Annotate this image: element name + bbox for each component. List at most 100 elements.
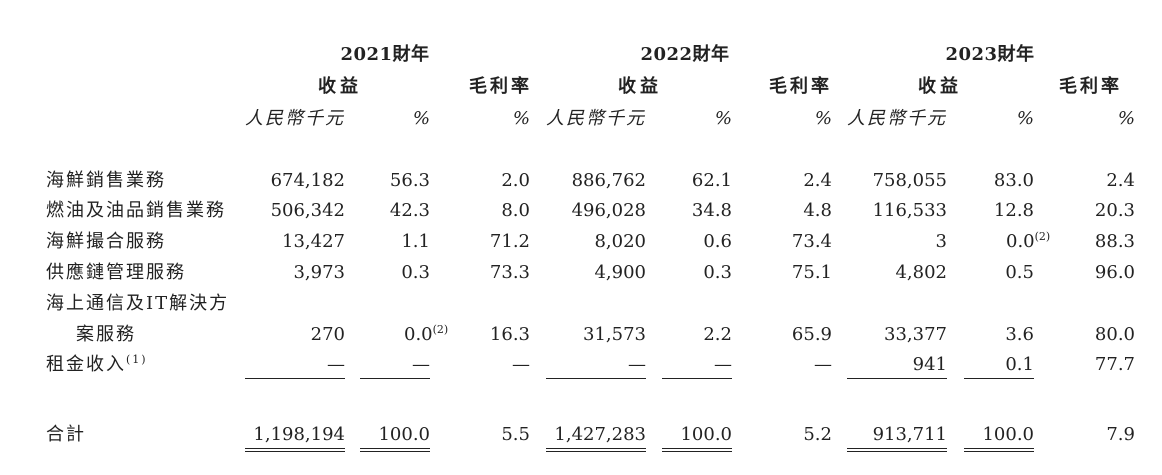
margin-header-2022: 毛利率 <box>769 76 832 97</box>
cell-value: 77.7 <box>1094 354 1135 375</box>
total-value: 5.2 <box>803 424 832 445</box>
total-double-line <box>964 448 1034 452</box>
cell-value: — <box>814 354 832 375</box>
cell-value: 941 <box>912 354 947 375</box>
total-double-line <box>847 448 947 452</box>
total-value: 100.0 <box>680 424 732 445</box>
total-value: 1,198,194 <box>253 424 345 445</box>
row-label-fuel-sales: 燃油及油品銷售業務 <box>46 200 226 221</box>
cell-value: — <box>412 354 430 375</box>
cell-value: 42.3 <box>389 200 430 221</box>
total-value: 913,711 <box>872 424 947 445</box>
cell-value: 0.6 <box>703 231 732 252</box>
cell-value: 116,533 <box>872 200 947 221</box>
cell-value: 88.3 <box>1094 231 1135 252</box>
cell-value: 886,762 <box>571 170 646 191</box>
cell-value: 674,182 <box>270 170 345 191</box>
footnote-2: (2) <box>1034 230 1051 243</box>
cell-value: 2.0 <box>501 170 530 191</box>
cell-value: 2.4 <box>1106 170 1135 191</box>
cell-value: 73.3 <box>489 262 530 283</box>
cell-value: 8,020 <box>594 231 646 252</box>
cell-value: 8.0 <box>501 200 530 221</box>
year-header-2021: 2021財年 <box>340 44 430 65</box>
cell-value: 0.0(2) <box>1006 230 1051 252</box>
cell-value: 80.0 <box>1094 324 1135 345</box>
cell-value: — <box>628 354 646 375</box>
cell-value: 33,377 <box>884 324 947 345</box>
footnote-1: (1) <box>126 353 148 366</box>
margin-header-2023: 毛利率 <box>1059 76 1122 97</box>
subtotal-line <box>847 378 947 379</box>
unit-rmb-2021: 人民幣千元 <box>245 108 345 129</box>
cell-value: 12.8 <box>993 200 1034 221</box>
cell-value: 0.1 <box>1005 354 1034 375</box>
row-label-rental: 租金收入(1) <box>46 353 148 375</box>
cell-value: 34.8 <box>691 200 732 221</box>
row-label-seafood-matching: 海鮮撮合服務 <box>46 231 166 252</box>
revenue-header-2021: 收益 <box>318 76 362 97</box>
unit-pct-2021: % <box>412 108 430 129</box>
subtotal-line <box>546 378 646 379</box>
cell-value: 20.3 <box>1094 200 1135 221</box>
footnote-2: (2) <box>432 323 449 336</box>
row-label-seafood-sales: 海鮮銷售業務 <box>46 170 166 191</box>
cell-value: 3 <box>935 231 947 252</box>
cell-value: 0.3 <box>703 262 732 283</box>
margin-header-2021: 毛利率 <box>469 76 532 97</box>
year-header-2023: 2023財年 <box>945 44 1035 65</box>
cell-value: 83.0 <box>993 170 1034 191</box>
cell-value: 506,342 <box>270 200 345 221</box>
row-label-maritime-it: 海上通信及IT解決方 <box>46 293 230 314</box>
cell-value: — <box>512 354 530 375</box>
cell-value: 270 <box>310 324 345 345</box>
cell-value: — <box>714 354 732 375</box>
row-label-supply-chain: 供應鏈管理服務 <box>46 262 186 283</box>
cell-value: 3,973 <box>293 262 345 283</box>
cell-value: 65.9 <box>791 324 832 345</box>
cell-value: 31,573 <box>583 324 646 345</box>
cell-value: 75.1 <box>791 262 832 283</box>
cell-value: 2.4 <box>803 170 832 191</box>
total-value: 100.0 <box>982 424 1034 445</box>
total-double-line <box>360 448 430 452</box>
total-double-line <box>245 448 345 452</box>
revenue-header-2023: 收益 <box>918 76 962 97</box>
unit-margin-pct-2023: % <box>1117 108 1135 129</box>
unit-pct-2023: % <box>1016 108 1034 129</box>
total-value: 100.0 <box>378 424 430 445</box>
cell-value: 0.0(2) <box>404 323 449 345</box>
subtotal-line <box>662 378 732 379</box>
cell-value: — <box>327 354 345 375</box>
cell-value: 13,427 <box>282 231 345 252</box>
cell-value: 4,802 <box>895 262 947 283</box>
cell-value: 4.8 <box>803 200 832 221</box>
cell-value: 496,028 <box>571 200 646 221</box>
cell-value: 16.3 <box>489 324 530 345</box>
total-double-line <box>662 448 732 452</box>
cell-value: 62.1 <box>691 170 732 191</box>
cell-value: 3.6 <box>1005 324 1034 345</box>
cell-value: 73.4 <box>791 231 832 252</box>
cell-value: 2.2 <box>703 324 732 345</box>
row-label-maritime-it-cont: 案服務 <box>76 324 136 345</box>
cell-value: 0.5 <box>1005 262 1034 283</box>
unit-margin-pct-2021: % <box>512 108 530 129</box>
revenue-header-2022: 收益 <box>618 76 662 97</box>
year-header-2022: 2022財年 <box>640 44 730 65</box>
total-double-line <box>546 448 646 452</box>
total-value: 1,427,283 <box>554 424 646 445</box>
row-label-total: 合計 <box>46 424 86 445</box>
cell-value: 56.3 <box>389 170 430 191</box>
cell-value: 71.2 <box>489 231 530 252</box>
cell-value: 4,900 <box>594 262 646 283</box>
cell-value: 0.3 <box>401 262 430 283</box>
unit-rmb-2022: 人民幣千元 <box>546 108 646 129</box>
cell-value: 1.1 <box>401 231 430 252</box>
total-value: 7.9 <box>1106 424 1135 445</box>
subtotal-line <box>360 378 430 379</box>
subtotal-line <box>964 378 1034 379</box>
cell-value: 758,055 <box>872 170 947 191</box>
unit-rmb-2023: 人民幣千元 <box>847 108 947 129</box>
subtotal-line <box>245 378 345 379</box>
